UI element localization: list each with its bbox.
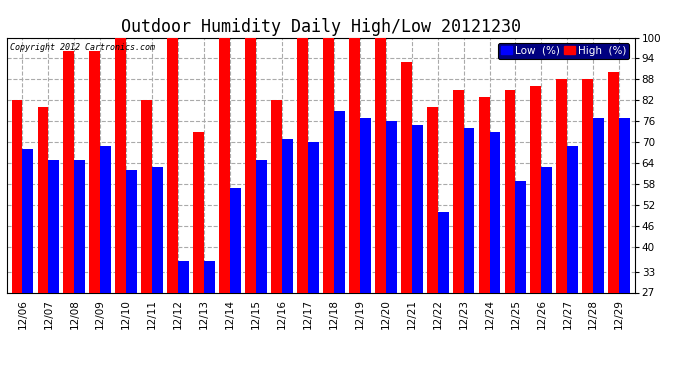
Bar	[308, 142, 319, 292]
Bar	[115, 38, 126, 292]
Bar	[282, 139, 293, 292]
Bar	[193, 132, 204, 292]
Bar	[141, 100, 152, 292]
Bar	[412, 125, 422, 292]
Bar	[23, 149, 33, 292]
Bar	[375, 38, 386, 292]
Bar	[453, 90, 464, 292]
Bar	[401, 62, 412, 292]
Bar	[152, 167, 163, 292]
Bar	[582, 80, 593, 292]
Bar	[531, 86, 542, 292]
Bar	[100, 146, 111, 292]
Bar	[126, 170, 137, 292]
Bar	[426, 107, 437, 292]
Bar	[479, 97, 489, 292]
Bar	[90, 51, 100, 292]
Bar	[619, 118, 630, 292]
Bar	[63, 51, 75, 292]
Legend: Low  (%), High  (%): Low (%), High (%)	[498, 43, 629, 59]
Text: Copyright 2012 Cartronics.com: Copyright 2012 Cartronics.com	[10, 43, 155, 52]
Bar	[489, 132, 500, 292]
Bar	[48, 160, 59, 292]
Bar	[323, 38, 334, 292]
Bar	[178, 261, 189, 292]
Bar	[256, 160, 267, 292]
Bar	[567, 146, 578, 292]
Bar	[297, 38, 308, 292]
Bar	[437, 212, 448, 292]
Bar	[464, 128, 475, 292]
Bar	[542, 167, 552, 292]
Bar	[386, 122, 397, 292]
Bar	[504, 90, 515, 292]
Bar	[515, 181, 526, 292]
Bar	[12, 100, 23, 292]
Bar	[230, 188, 241, 292]
Title: Outdoor Humidity Daily High/Low 20121230: Outdoor Humidity Daily High/Low 20121230	[121, 18, 521, 36]
Bar	[204, 261, 215, 292]
Bar	[219, 38, 230, 292]
Bar	[334, 111, 345, 292]
Bar	[349, 38, 359, 292]
Bar	[167, 38, 178, 292]
Bar	[556, 80, 567, 292]
Bar	[359, 118, 371, 292]
Bar	[609, 72, 619, 292]
Bar	[593, 118, 604, 292]
Bar	[37, 107, 48, 292]
Bar	[245, 38, 256, 292]
Bar	[75, 160, 86, 292]
Bar	[271, 100, 282, 292]
